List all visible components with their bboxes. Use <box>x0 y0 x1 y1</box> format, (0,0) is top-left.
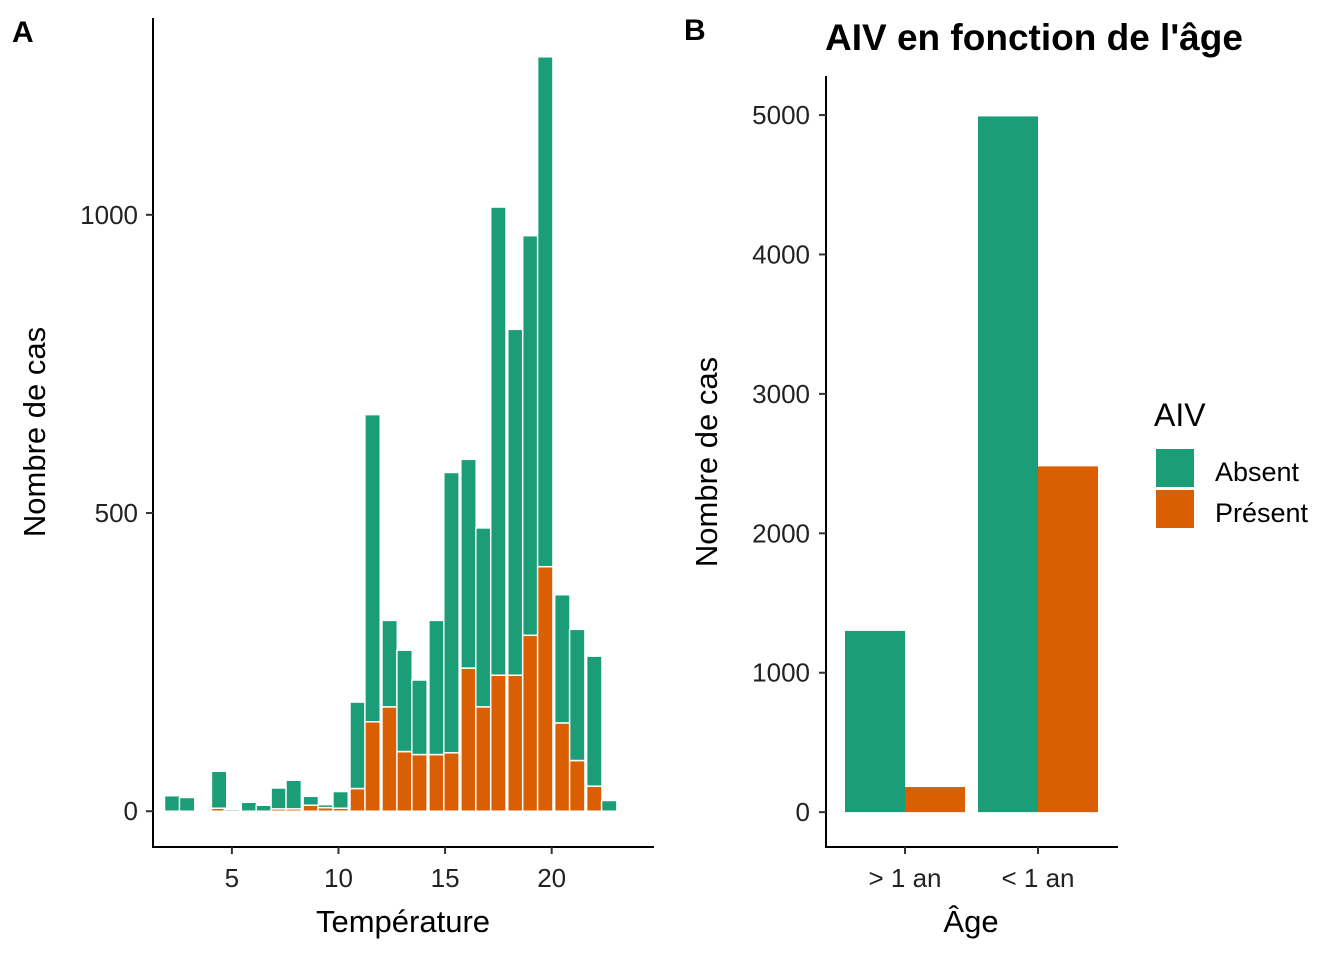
y-tick-label: 0 <box>124 796 138 826</box>
histogram-bar-absent <box>210 770 228 809</box>
panel-b-label: B <box>684 14 706 47</box>
grouped-bar-absent <box>845 630 905 813</box>
y-tick-label: 1000 <box>752 658 810 688</box>
y-tick-label: 4000 <box>752 239 810 269</box>
histogram-bar-absent <box>585 655 603 787</box>
legend: AIV Absent Présent <box>1154 397 1309 528</box>
histogram-bar-absent <box>349 701 367 790</box>
histogram-bar-present <box>568 759 586 812</box>
panel-b-x-ticks: > 1 an < 1 an <box>868 847 1075 893</box>
panel-b-bars <box>845 116 1098 813</box>
histogram-bar-absent <box>536 56 554 568</box>
histogram-bar-present <box>381 706 399 812</box>
histogram-bar-absent <box>507 328 524 676</box>
histogram-bar-present <box>507 674 524 812</box>
x-tick-label: 10 <box>324 863 353 893</box>
histogram-bar-present <box>411 753 428 812</box>
histogram-bar-present <box>489 674 507 812</box>
grouped-bar-absent <box>978 116 1038 813</box>
x-tick-label: > 1 an <box>868 863 941 893</box>
panel-a-y-axis-title: Nombre de cas <box>17 327 52 537</box>
histogram-bar-present <box>396 750 413 812</box>
histogram-bar-present <box>302 804 320 812</box>
legend-title: AIV <box>1154 397 1206 433</box>
histogram-bar-absent <box>568 628 586 762</box>
histogram-bar-present <box>553 722 571 812</box>
y-tick-label: 1000 <box>80 200 138 230</box>
histogram-bar-present <box>585 785 603 812</box>
y-tick-label: 3000 <box>752 379 810 409</box>
histogram-bar-absent <box>302 795 320 807</box>
grouped-bar-present <box>905 787 965 813</box>
histogram-bar-absent <box>521 234 539 637</box>
histogram-bar-absent <box>285 779 303 810</box>
y-tick-label: 5000 <box>752 100 810 130</box>
grouped-bar-present <box>1038 466 1098 813</box>
x-tick-label: 5 <box>225 863 239 893</box>
panel-a-bars <box>163 56 618 812</box>
panel-a: A 0 500 1000 5 10 15 20 Température Nombre de… <box>12 16 654 939</box>
histogram-bar-absent <box>443 471 460 754</box>
legend-swatch-present <box>1156 490 1194 528</box>
histogram-bar-present <box>364 721 382 812</box>
histogram-bar-absent <box>460 458 477 669</box>
histogram-bar-present <box>536 565 554 812</box>
histogram-bar-present <box>521 634 539 812</box>
panel-a-y-ticks: 0 500 1000 <box>80 200 153 826</box>
histogram-bar-absent <box>475 527 492 708</box>
panel-b-title: AIV en fonction de l'âge <box>825 17 1243 58</box>
histogram-bar-present <box>443 752 460 812</box>
histogram-bar-absent <box>240 801 258 812</box>
y-tick-label: 0 <box>796 797 810 827</box>
legend-label-absent: Absent <box>1215 457 1300 487</box>
histogram-bar-present <box>428 753 445 812</box>
histogram-bar-absent <box>332 790 350 809</box>
panel-a-x-ticks: 5 10 15 20 <box>225 847 566 893</box>
x-tick-label: < 1 an <box>1001 863 1074 893</box>
panel-b: B AIV en fonction de l'âge 0 1000 2000 3000… <box>684 14 1243 939</box>
histogram-bar-absent <box>178 796 196 812</box>
histogram-bar-absent <box>489 206 507 676</box>
panel-b-x-axis-title: Âge <box>943 904 998 939</box>
histogram-bar-absent <box>317 803 335 809</box>
legend-swatch-absent <box>1156 449 1194 487</box>
panel-b-y-ticks: 0 1000 2000 3000 4000 5000 <box>752 100 826 827</box>
y-tick-label: 500 <box>95 498 138 528</box>
histogram-bar-absent <box>396 649 413 753</box>
panel-a-label: A <box>12 16 34 49</box>
histogram-bar-absent <box>553 593 571 724</box>
x-tick-label: 20 <box>537 863 566 893</box>
histogram-bar-present <box>475 706 492 812</box>
histogram-bar-absent <box>255 804 273 812</box>
histogram-bar-absent <box>270 787 288 810</box>
histogram-bar-present <box>349 787 367 812</box>
histogram-bar-absent <box>428 619 445 756</box>
histogram-bar-absent <box>163 794 181 812</box>
panel-b-y-axis-title: Nombre de cas <box>689 357 724 567</box>
histogram-bar-absent <box>600 799 618 812</box>
histogram-bar-absent <box>381 619 399 708</box>
histogram-bar-absent <box>223 808 241 812</box>
histogram-bar-present <box>460 667 477 812</box>
histogram-bar-absent <box>364 413 382 723</box>
legend-label-present: Présent <box>1215 498 1309 528</box>
y-tick-label: 2000 <box>752 518 810 548</box>
x-tick-label: 15 <box>431 863 460 893</box>
panel-a-x-axis-title: Température <box>316 904 490 939</box>
histogram-bar-absent <box>411 679 428 756</box>
